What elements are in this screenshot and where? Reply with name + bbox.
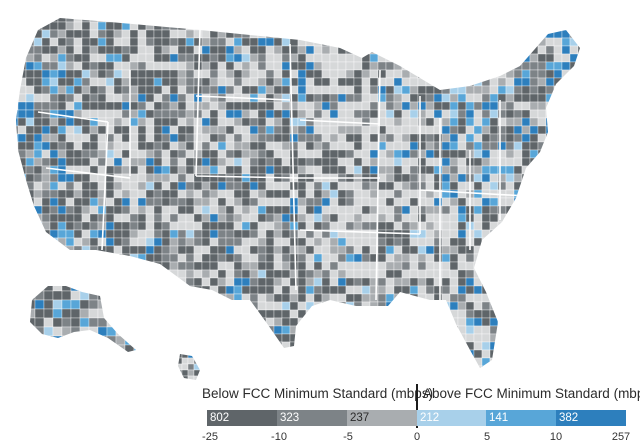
legend-count-141: 141: [489, 412, 509, 424]
legend-tick-zero: 0: [413, 431, 421, 443]
legend-tick-minus-5: -5: [343, 431, 353, 443]
legend-tick-10: 10: [549, 431, 563, 443]
legend-segment-above-mid: 141: [486, 410, 556, 426]
legend-below-title: Below FCC Minimum Standard (mbps): [202, 386, 434, 401]
legend-zero-divider: [416, 384, 418, 428]
legend-tick-minus-25: -25: [202, 431, 218, 443]
legend-tick-5: 5: [483, 431, 491, 443]
legend-segment-below-mid: 323: [277, 410, 347, 426]
legend-segment-below-dark: 802: [207, 410, 277, 426]
legend-count-802: 802: [210, 412, 230, 424]
legend-count-237: 237: [350, 412, 370, 424]
legend-tick-minus-10: -10: [271, 431, 287, 443]
legend-count-212: 212: [420, 412, 440, 424]
legend-tick-257: 257: [611, 431, 631, 443]
state-borders: [37, 29, 527, 301]
legend-above-title: Above FCC Minimum Standard (mbps): [423, 386, 640, 401]
legend-count-323: 323: [280, 412, 300, 424]
legend-count-382: 382: [559, 412, 579, 424]
legend-segment-above-light: 212: [417, 410, 486, 426]
legend-segment-below-light: 237: [347, 410, 417, 426]
legend-segment-above-dark: 382: [556, 410, 626, 426]
